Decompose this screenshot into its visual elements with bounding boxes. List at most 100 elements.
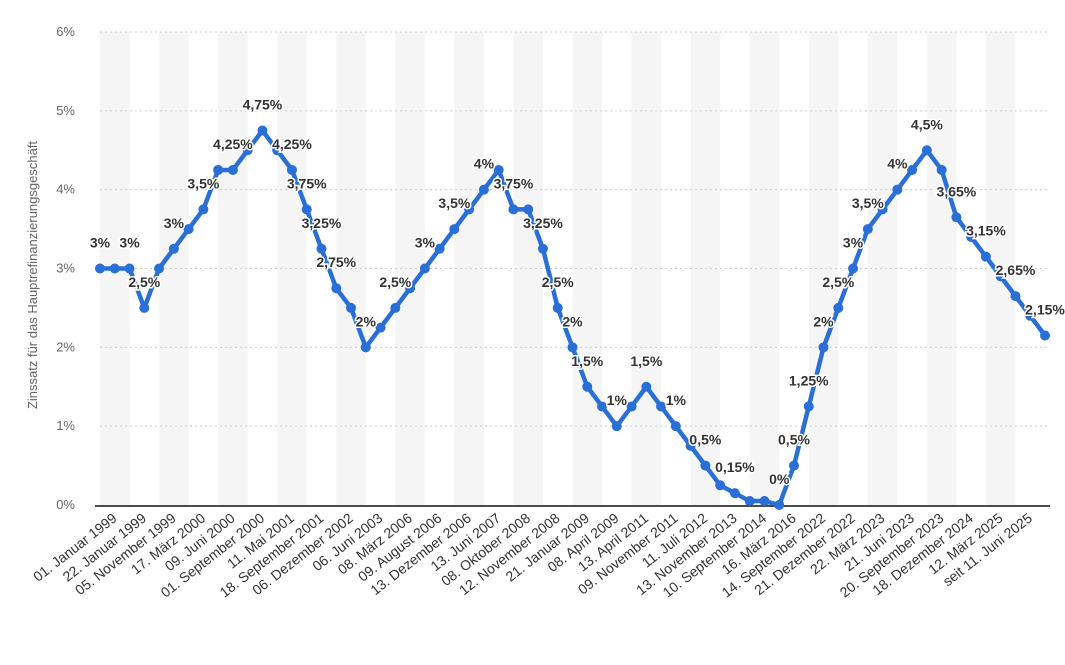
data-point [272,145,283,156]
data-point [316,243,327,254]
data-point [670,421,681,432]
data-label: 3,75% [287,175,327,191]
data-point [611,421,622,432]
data-point [700,460,711,471]
data-point [139,302,150,313]
data-point [213,164,224,175]
data-label: 0,15% [715,459,755,475]
data-label: 3% [164,215,185,231]
y-tick-label: 4% [56,182,75,197]
data-point [242,145,253,156]
data-point [818,342,829,353]
data-label: 2,5% [128,274,160,290]
data-point [405,283,416,294]
data-label: 1,25% [789,372,829,388]
data-label: 2,5% [822,274,854,290]
y-tick-label: 5% [56,103,75,118]
y-axis-label: Zinssatz für das Hauptrefinanzierungsges… [25,141,40,409]
background-band [513,32,543,505]
data-point [301,204,312,215]
data-label: 4,5% [911,116,943,132]
data-label: 3,25% [523,215,563,231]
data-label: 2,5% [379,274,411,290]
data-point [892,184,903,195]
data-point [360,342,371,353]
data-point [685,440,696,451]
data-label: 2% [813,313,834,329]
data-label: 3,5% [187,175,219,191]
y-tick-label: 3% [56,261,75,276]
data-label: 3% [843,235,864,251]
data-point [1040,330,1050,341]
data-point [980,251,991,262]
data-label: 3% [119,235,140,251]
data-point [478,184,489,195]
data-points [95,125,1050,510]
background-band [572,32,603,505]
data-point [375,322,386,333]
data-point [286,164,297,175]
data-label: 3,15% [966,223,1006,239]
data-point [877,204,888,215]
data-label: 2% [562,313,583,329]
data-point [1025,310,1036,321]
data-point [449,224,460,235]
data-point [464,204,475,215]
data-point [257,125,268,136]
background-band [454,32,484,505]
data-label: 4,25% [213,136,253,152]
data-point [198,204,209,215]
y-tick-label: 2% [56,339,75,354]
data-point [641,381,652,392]
data-point [774,500,785,510]
y-tick-label: 1% [56,418,75,433]
data-label: 1,5% [630,353,662,369]
data-label: 3,65% [937,183,977,199]
data-point [803,401,814,412]
data-label: 4,75% [243,97,283,113]
data-point [523,204,534,215]
data-point [759,496,770,507]
data-labels: 3% 3% 2,5% 3% 3,5% 4,25% 4,75% 4,25% 3,75% 3,25% 2… [88,95,1065,488]
data-point [346,302,357,313]
data-point [552,302,563,313]
data-point [183,224,194,235]
data-label: 4% [474,156,495,172]
data-point [227,164,238,175]
data-label: 3,5% [852,195,884,211]
data-point [508,204,519,215]
data-label: 2,65% [996,262,1036,278]
data-label: 1% [607,392,628,408]
data-label: 0,5% [778,432,810,448]
data-label: 3% [415,235,436,251]
background-band [808,32,839,505]
data-point [921,145,932,156]
data-point [331,283,342,294]
data-point [966,231,977,242]
data-point [833,302,844,313]
data-point [419,263,430,274]
data-label: 4,25% [272,136,312,152]
data-point [788,460,799,471]
data-point [862,224,873,235]
data-label: 4% [887,156,908,172]
data-point [715,480,726,491]
data-label: 1% [666,392,687,408]
data-point [434,243,445,254]
data-label: 3% [90,235,111,251]
data-point [744,496,755,507]
data-point [154,263,165,274]
data-point [729,488,740,499]
data-label: 0,5% [689,432,721,448]
data-label: 3,75% [494,175,534,191]
data-point [597,401,608,412]
background-band [218,32,248,505]
data-label: 2,5% [542,274,574,290]
background-band [867,32,898,505]
data-label: 2,15% [1025,302,1065,318]
y-axis-ticks: 0% 1% 2% 3% 4% 5% 6% [56,24,75,512]
data-point [168,243,179,254]
background-band [749,32,780,505]
